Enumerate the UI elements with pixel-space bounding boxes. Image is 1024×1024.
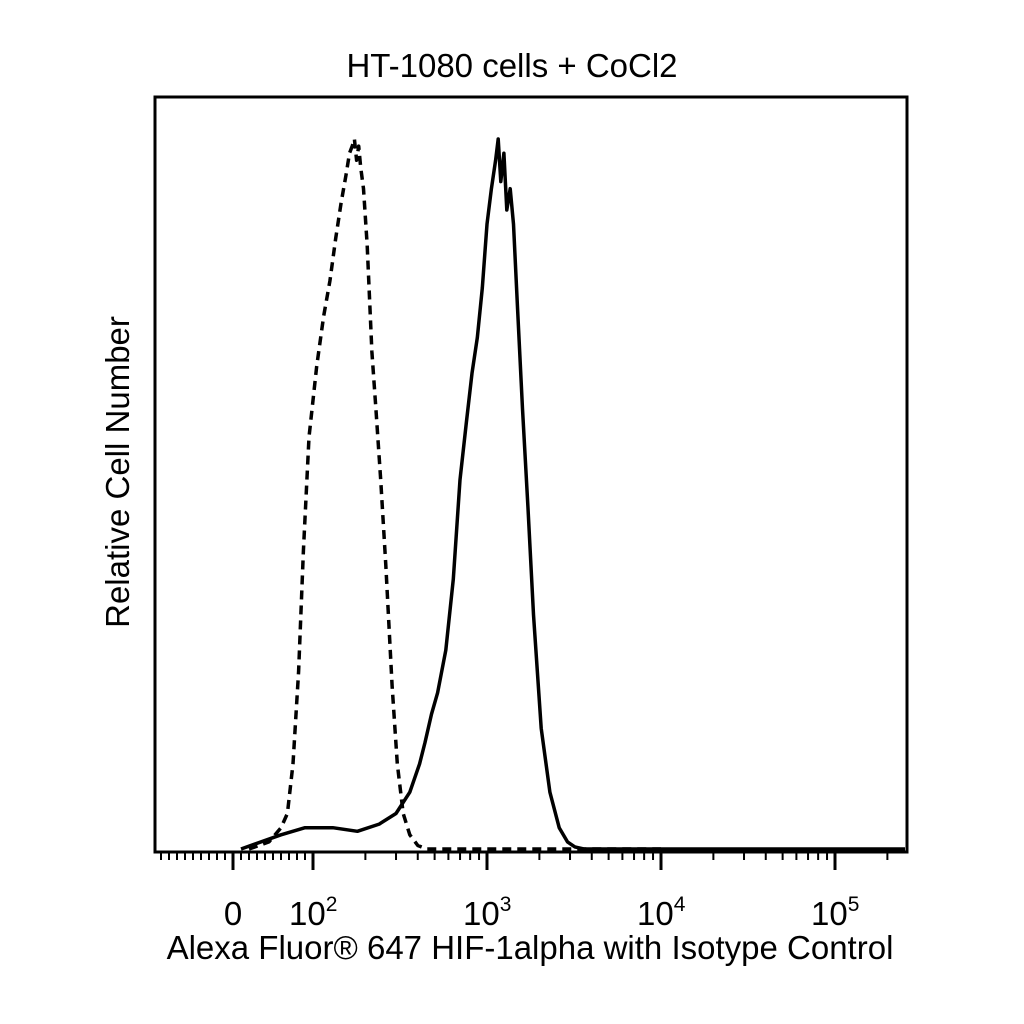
x-axis-ticks xyxy=(160,852,889,870)
chart-title: HT-1080 cells + CoCl2 xyxy=(346,47,678,84)
x-tick-label: 104 xyxy=(637,893,686,932)
isotype-control-histogram xyxy=(248,137,661,851)
x-tick-label: 105 xyxy=(811,893,859,932)
x-tick-label: 0 xyxy=(224,895,242,932)
plot-frame xyxy=(153,95,909,854)
x-axis-label: Alexa Fluor® 647 HIF-1alpha with Isotype… xyxy=(166,929,894,966)
x-tick-labels: 0 102 103 104 105 xyxy=(224,893,860,932)
x-tick-label: 103 xyxy=(463,893,511,932)
series-layer xyxy=(240,137,905,851)
hif1alpha-histogram xyxy=(240,137,905,851)
x-tick-label: 102 xyxy=(289,893,337,932)
